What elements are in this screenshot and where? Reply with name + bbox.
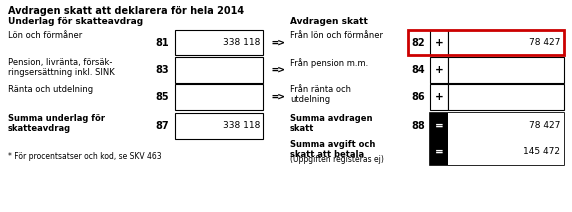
Text: 87: 87 <box>155 121 169 131</box>
Text: =: = <box>435 121 443 131</box>
Text: =>: => <box>271 38 285 47</box>
Text: +: + <box>435 38 443 47</box>
Text: Från pension m.m.: Från pension m.m. <box>290 58 368 68</box>
Text: 338 118: 338 118 <box>223 121 260 131</box>
Bar <box>448 30 564 55</box>
Text: Från ränta och
utdelning: Från ränta och utdelning <box>290 85 351 104</box>
Bar <box>448 57 564 83</box>
Text: =>: => <box>271 65 285 75</box>
Text: Summa avgift och
skatt att betala: Summa avgift och skatt att betala <box>290 140 375 159</box>
Text: Ränta och utdelning: Ränta och utdelning <box>8 85 93 94</box>
Text: +: + <box>435 65 443 75</box>
Text: 83: 83 <box>155 65 169 75</box>
Bar <box>175 30 263 55</box>
Text: (Uppgiften registeras ej): (Uppgiften registeras ej) <box>290 155 384 164</box>
Text: +: + <box>435 92 443 102</box>
Text: 85: 85 <box>155 92 169 102</box>
Text: Avdragen skatt att deklarera för hela 2014: Avdragen skatt att deklarera för hela 20… <box>8 6 244 16</box>
Text: Lön och förmåner: Lön och förmåner <box>8 31 82 40</box>
Text: Summa underlag för
skatteavdrag: Summa underlag för skatteavdrag <box>8 114 105 133</box>
Text: 84: 84 <box>411 65 425 75</box>
Text: Pension, livränta, försäk-
ringsersättning inkl. SINK: Pension, livränta, försäk- ringsersättni… <box>8 58 115 77</box>
Bar <box>448 113 564 139</box>
Bar <box>430 113 564 165</box>
Text: 81: 81 <box>155 38 169 47</box>
Text: Avdragen skatt: Avdragen skatt <box>290 17 368 26</box>
Text: 86: 86 <box>411 92 425 102</box>
Text: 78 427: 78 427 <box>529 121 560 131</box>
Text: 78 427: 78 427 <box>529 38 560 47</box>
Bar <box>430 84 448 110</box>
Text: 145 472: 145 472 <box>523 148 560 156</box>
Text: * För procentsatser och kod, se SKV 463: * För procentsatser och kod, se SKV 463 <box>8 152 162 161</box>
Bar <box>430 57 448 83</box>
Bar <box>175 84 263 110</box>
Bar <box>430 30 448 55</box>
Text: Från lön och förmåner: Från lön och förmåner <box>290 31 383 40</box>
Text: 82: 82 <box>411 38 425 47</box>
Text: Underlag för skatteavdrag: Underlag för skatteavdrag <box>8 17 143 26</box>
Bar <box>175 113 263 139</box>
Bar <box>408 30 564 55</box>
Text: 88: 88 <box>411 121 425 131</box>
Bar <box>175 57 263 83</box>
Bar <box>448 84 564 110</box>
Text: 338 118: 338 118 <box>223 38 260 47</box>
Text: =: = <box>435 147 443 157</box>
Bar <box>448 139 564 165</box>
Text: =>: => <box>271 92 285 102</box>
Text: Summa avdragen
skatt: Summa avdragen skatt <box>290 114 372 133</box>
